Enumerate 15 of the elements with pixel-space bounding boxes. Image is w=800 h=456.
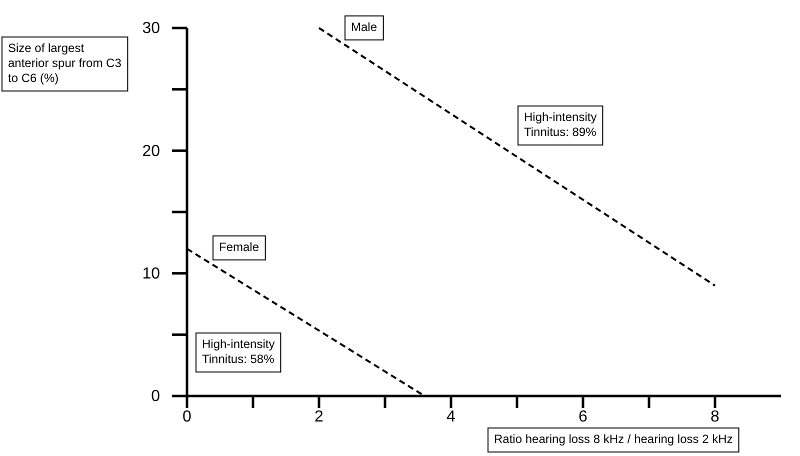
y-axis-title: Size of largest anterior spur from C3 to C6 (%) <box>8 41 122 85</box>
annotation: High-intensity Tinnitus: 89% <box>524 110 597 139</box>
x-tick-label: 4 <box>446 408 456 426</box>
x-tick-label: 2 <box>314 408 324 426</box>
x-tick-label: 0 <box>182 408 192 426</box>
y-tick-label: 30 <box>142 20 160 38</box>
annotation: High-intensity Tinnitus: 58% <box>202 337 275 366</box>
series-label: Male <box>351 20 378 34</box>
y-tick-label: 0 <box>151 388 160 406</box>
x-tick-label: 8 <box>710 408 720 426</box>
x-tick-label: 6 <box>578 408 588 426</box>
series-label: Female <box>219 240 260 254</box>
x-axis-title: Ratio hearing loss 8 kHz / hearing loss 2 kHz <box>494 432 733 446</box>
y-tick-label: 20 <box>142 142 160 160</box>
y-tick-label: 10 <box>142 265 160 282</box>
